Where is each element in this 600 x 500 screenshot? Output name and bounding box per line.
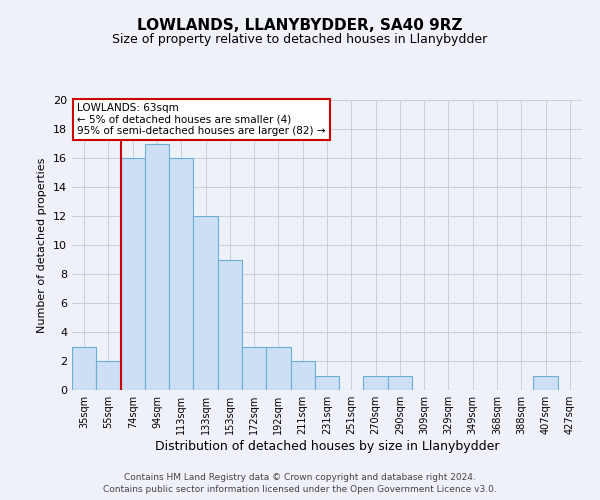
Bar [145, 144, 169, 390]
Bar [533, 376, 558, 390]
Bar [96, 361, 121, 390]
Text: LOWLANDS: 63sqm
← 5% of detached houses are smaller (4)
95% of semi-detached hou: LOWLANDS: 63sqm ← 5% of detached houses … [77, 103, 326, 136]
Bar [242, 346, 266, 390]
Bar [315, 376, 339, 390]
Bar [388, 376, 412, 390]
Bar [72, 346, 96, 390]
Bar [290, 361, 315, 390]
X-axis label: Distribution of detached houses by size in Llanybydder: Distribution of detached houses by size … [155, 440, 499, 453]
Bar [121, 158, 145, 390]
Bar [266, 346, 290, 390]
Y-axis label: Number of detached properties: Number of detached properties [37, 158, 47, 332]
Text: Contains HM Land Registry data © Crown copyright and database right 2024.: Contains HM Land Registry data © Crown c… [124, 472, 476, 482]
Text: Size of property relative to detached houses in Llanybydder: Size of property relative to detached ho… [112, 32, 488, 46]
Bar [218, 260, 242, 390]
Text: Contains public sector information licensed under the Open Government Licence v3: Contains public sector information licen… [103, 485, 497, 494]
Bar [193, 216, 218, 390]
Text: LOWLANDS, LLANYBYDDER, SA40 9RZ: LOWLANDS, LLANYBYDDER, SA40 9RZ [137, 18, 463, 32]
Bar [169, 158, 193, 390]
Bar [364, 376, 388, 390]
